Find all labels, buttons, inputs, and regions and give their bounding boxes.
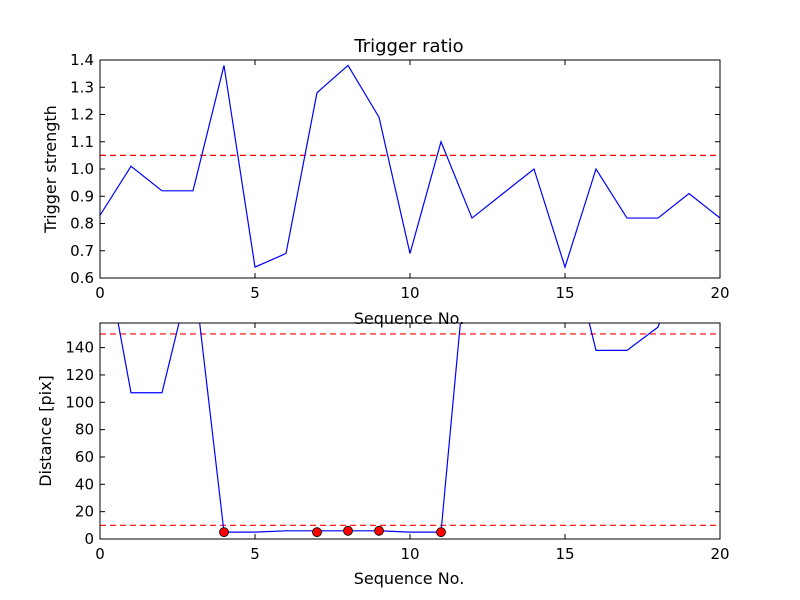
distance-y-tick-label: 20 — [75, 503, 94, 521]
trigger-x-axis-label: Sequence No. — [354, 309, 465, 328]
trigger-y-tick-label: 1.0 — [70, 160, 94, 178]
distance-marker-point — [219, 527, 229, 538]
trigger-ratio-panel: Trigger ratio 0 5 10 15 20 0.6 0.7 0.8 0.9 1.0 1.1… — [41, 36, 730, 328]
trigger-x-tick-label: 20 — [710, 284, 729, 302]
trigger-plot-area — [100, 64, 720, 270]
trigger-y-tick-label: 1.2 — [70, 106, 94, 124]
distance-y-tick-label: 0 — [84, 530, 94, 548]
trigger-y-tick-label: 0.9 — [70, 187, 94, 205]
distance-marker-point — [436, 527, 446, 538]
distance-y-axis-label: Distance [pix] — [36, 375, 55, 487]
distance-x-tick-label: 20 — [710, 545, 729, 563]
trigger-y-tick-label: 0.8 — [70, 215, 94, 233]
trigger-ticks: 0 5 10 15 20 0.6 0.7 0.8 0.9 1.0 1.1 1.2 1.3 1.4 — [70, 51, 729, 302]
distance-y-tick-label: 80 — [75, 421, 94, 439]
trigger-y-tick-label: 0.7 — [70, 242, 94, 260]
distance-y-tick-label: 120 — [65, 366, 94, 384]
distance-x-tick-label: 10 — [400, 545, 419, 563]
distance-ticks: 0 5 10 15 20 0 20 40 60 80 100 120 140 — [65, 323, 730, 563]
distance-y-tick-label: 100 — [65, 393, 94, 411]
distance-marker-point — [312, 527, 322, 538]
trigger-x-tick-label: 5 — [250, 284, 260, 302]
distance-x-tick-label: 5 — [250, 545, 260, 563]
distance-plot-area — [100, 323, 720, 538]
distance-marker-point — [343, 525, 353, 536]
trigger-y-tick-label: 0.6 — [70, 269, 94, 287]
distance-y-tick-label: 140 — [65, 339, 94, 357]
distance-x-tick-label: 15 — [555, 545, 574, 563]
distance-marker-point — [374, 525, 384, 536]
distance-series-line — [117, 323, 661, 533]
trigger-y-tick-label: 1.3 — [70, 78, 94, 96]
trigger-y-tick-label: 1.4 — [70, 51, 94, 69]
trigger-x-tick-label: 0 — [95, 284, 105, 302]
chart-title: Trigger ratio — [353, 36, 463, 57]
distance-x-axis-label: Sequence No. — [354, 569, 465, 588]
distance-y-tick-label: 60 — [75, 448, 94, 466]
trigger-x-tick-label: 15 — [555, 284, 574, 302]
trigger-y-tick-label: 1.1 — [70, 133, 94, 151]
distance-y-tick-label: 40 — [75, 475, 94, 493]
trigger-y-axis-label: Trigger strength — [41, 105, 60, 234]
trigger-series-line — [100, 64, 720, 270]
distance-x-tick-label: 0 — [95, 545, 105, 563]
trigger-x-tick-label: 10 — [400, 284, 419, 302]
